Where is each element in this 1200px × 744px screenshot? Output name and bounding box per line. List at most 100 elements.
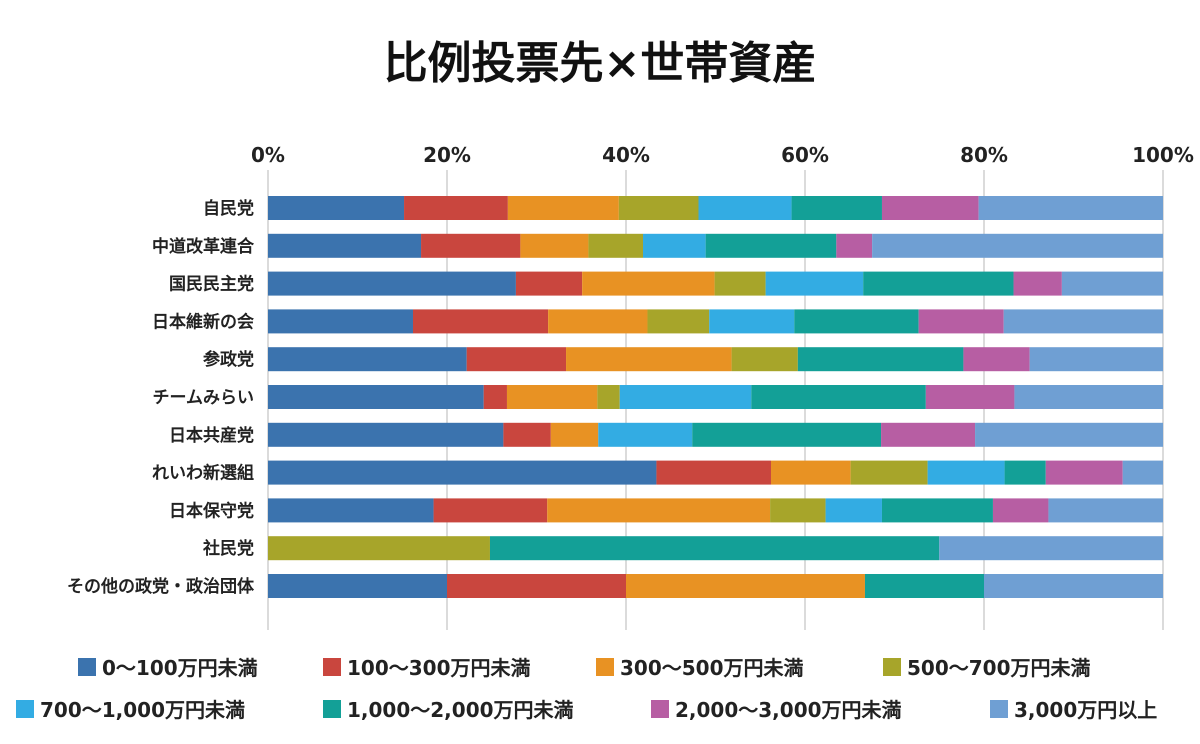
- x-tick-label: 20%: [423, 143, 471, 167]
- x-tick-label: 40%: [602, 143, 650, 167]
- bar-segment: [489, 536, 940, 561]
- category-label: 国民民主党: [169, 274, 254, 295]
- bar-segment: [794, 309, 919, 334]
- bar-segment: [520, 233, 589, 258]
- category-label: 参政党: [203, 349, 254, 370]
- bar-segment: [1048, 498, 1163, 523]
- bar-segment: [656, 460, 771, 485]
- bar-segment: [692, 422, 882, 447]
- bar-segment: [1122, 460, 1163, 485]
- bar-segment: [939, 536, 1163, 561]
- bar-segment: [483, 385, 507, 409]
- bar-segment: [881, 196, 979, 220]
- legend-swatch: [651, 700, 669, 718]
- bar-segment: [705, 233, 837, 258]
- bar-segment: [1045, 460, 1123, 485]
- category-label: 日本保守党: [169, 500, 254, 521]
- bar-segment: [765, 271, 864, 296]
- bar-segment: [984, 574, 1163, 598]
- category-label: 社民党: [202, 538, 254, 559]
- legend-swatch: [596, 658, 614, 676]
- category-label: れいわ新選組: [152, 463, 254, 484]
- bar-segment: [643, 233, 706, 258]
- bar-segment: [547, 498, 771, 523]
- bar-segment: [647, 309, 710, 334]
- x-tick-label: 100%: [1132, 143, 1194, 167]
- bar-segment: [597, 385, 620, 409]
- legend-swatch: [990, 700, 1008, 718]
- bar-segment: [709, 309, 795, 334]
- bar-segment: [1029, 347, 1163, 372]
- legend-label: 300〜500万円未満: [620, 656, 804, 680]
- bar-segment: [881, 422, 976, 447]
- bar-segment: [503, 422, 551, 447]
- bar-segment: [466, 347, 567, 372]
- bar-segment: [863, 271, 1014, 296]
- legend-swatch: [883, 658, 901, 676]
- bar-segment: [268, 574, 447, 598]
- bar-segment: [963, 347, 1030, 372]
- bar-segment: [507, 196, 619, 220]
- legend-swatch: [16, 700, 34, 718]
- legend-swatch: [78, 658, 96, 676]
- bar-segment: [626, 574, 865, 598]
- bar-segment: [836, 233, 873, 258]
- x-tick-label: 60%: [781, 143, 829, 167]
- bar-segment: [770, 498, 826, 523]
- bar-segment: [268, 460, 657, 485]
- category-label: 日本維新の会: [152, 311, 254, 332]
- bar-segment: [598, 422, 693, 447]
- bar-segment: [864, 574, 984, 598]
- bar-segment: [872, 233, 1163, 258]
- bar-segment: [447, 574, 626, 598]
- bar-segment: [404, 196, 508, 220]
- bar-segment: [975, 422, 1163, 447]
- bar-segment: [433, 498, 548, 523]
- bar-segment: [1014, 385, 1163, 409]
- legend-label: 2,000〜3,000万円未満: [675, 698, 902, 722]
- category-label: 中道改革連合: [152, 236, 255, 257]
- category-labels: 自民党中道改革連合国民民主党日本維新の会参政党チームみらい日本共産党れいわ新選組…: [67, 198, 255, 597]
- legend-swatch: [323, 700, 341, 718]
- legend-swatch: [323, 658, 341, 676]
- bar-segment: [1013, 271, 1062, 296]
- legend-label: 700〜1,000万円未満: [40, 698, 245, 722]
- category-label: 日本共産党: [169, 425, 254, 446]
- bar-segment: [582, 271, 715, 296]
- bar-segment: [731, 347, 798, 372]
- bar-segment: [268, 385, 484, 409]
- bar-segment: [619, 385, 752, 409]
- bar-segment: [268, 233, 422, 258]
- bar-segment: [770, 460, 851, 485]
- bar-segment: [791, 196, 882, 220]
- bar-segment: [751, 385, 926, 409]
- bar-segment: [698, 196, 792, 220]
- bar-segment: [881, 498, 993, 523]
- category-label: 自民党: [203, 198, 254, 219]
- bar-segment: [927, 460, 1005, 485]
- bar-segment: [515, 271, 583, 296]
- bar-segment: [506, 385, 598, 409]
- legend-label: 100〜300万円未満: [347, 656, 531, 680]
- bar-segment: [412, 309, 549, 334]
- bar-segment: [925, 385, 1015, 409]
- bar-segment: [421, 233, 521, 258]
- bar-segment: [618, 196, 699, 220]
- chart-title: 比例投票先×世帯資産: [384, 38, 817, 89]
- x-tick-label: 0%: [251, 143, 285, 167]
- bars: [268, 196, 1163, 598]
- bar-segment: [918, 309, 1004, 334]
- bar-segment: [268, 498, 434, 523]
- bar-segment: [1004, 460, 1046, 485]
- bar-segment: [714, 271, 766, 296]
- bar-segment: [268, 196, 405, 220]
- bar-segment: [548, 309, 648, 334]
- legend-label: 1,000〜2,000万円未満: [347, 698, 574, 722]
- bar-segment: [850, 460, 928, 485]
- bar-segment: [566, 347, 732, 372]
- category-label: チームみらい: [153, 388, 255, 408]
- category-label: その他の政党・政治団体: [67, 576, 255, 597]
- bar-segment: [268, 309, 413, 334]
- bar-segment: [825, 498, 882, 523]
